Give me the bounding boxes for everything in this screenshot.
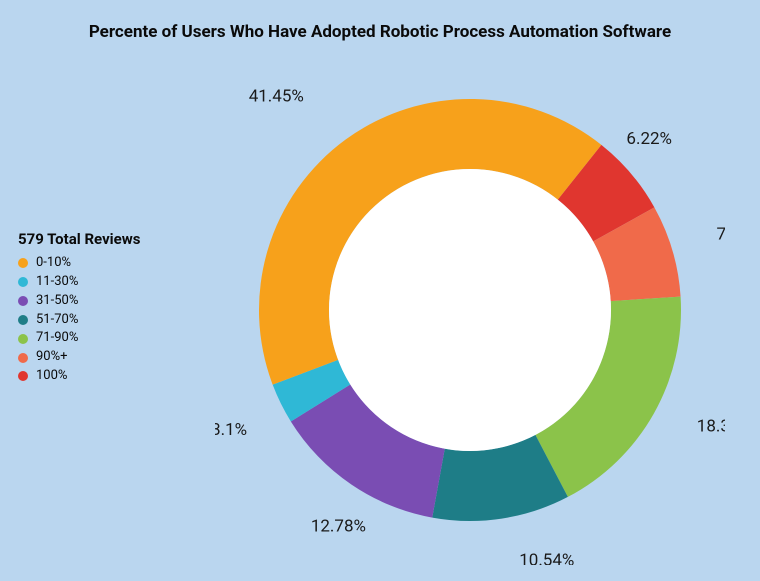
legend-swatch xyxy=(18,371,28,381)
slice-label: 6.22% xyxy=(626,129,672,149)
legend-swatch xyxy=(18,334,28,344)
legend-label: 31-50% xyxy=(36,292,78,311)
legend-item: 71-90% xyxy=(18,329,140,348)
donut-chart: 6.22% 7.08% 18.33% 10.54% 12.78% 3.1% 41.45% xyxy=(215,55,725,565)
legend-item: 90%+ xyxy=(18,348,140,367)
legend-label: 51-70% xyxy=(36,311,78,330)
legend-swatch xyxy=(18,296,28,306)
legend-items: 0-10%11-30%31-50%51-70%71-90%90%+100% xyxy=(18,254,140,386)
legend: 579 Total Reviews 0-10%11-30%31-50%51-70… xyxy=(18,230,140,386)
legend-swatch xyxy=(18,353,28,363)
legend-label: 100% xyxy=(36,367,67,386)
legend-swatch xyxy=(18,277,28,287)
donut-hole xyxy=(329,169,611,451)
legend-item: 100% xyxy=(18,367,140,386)
chart-title: Percente of Users Who Have Adopted Robot… xyxy=(0,22,760,42)
donut-svg: 6.22% 7.08% 18.33% 10.54% 12.78% 3.1% 41.45% xyxy=(215,55,725,565)
legend-item: 11-30% xyxy=(18,273,140,292)
legend-label: 11-30% xyxy=(36,273,78,292)
slice-label: 10.54% xyxy=(519,550,574,565)
legend-label: 71-90% xyxy=(36,329,78,348)
legend-swatch xyxy=(18,315,28,325)
legend-label: 90%+ xyxy=(36,348,68,367)
legend-item: 51-70% xyxy=(18,311,140,330)
slice-label: 41.45% xyxy=(249,87,304,107)
legend-title: 579 Total Reviews xyxy=(18,230,140,248)
slice-label: 7.08% xyxy=(716,225,725,245)
legend-swatch xyxy=(18,258,28,268)
legend-item: 0-10% xyxy=(18,254,140,273)
slice-label: 3.1% xyxy=(215,420,247,440)
slice-label: 12.78% xyxy=(311,517,366,537)
legend-label: 0-10% xyxy=(36,254,71,273)
chart-canvas: Percente of Users Who Have Adopted Robot… xyxy=(0,0,760,581)
legend-item: 31-50% xyxy=(18,292,140,311)
slice-label: 18.33% xyxy=(697,416,725,436)
